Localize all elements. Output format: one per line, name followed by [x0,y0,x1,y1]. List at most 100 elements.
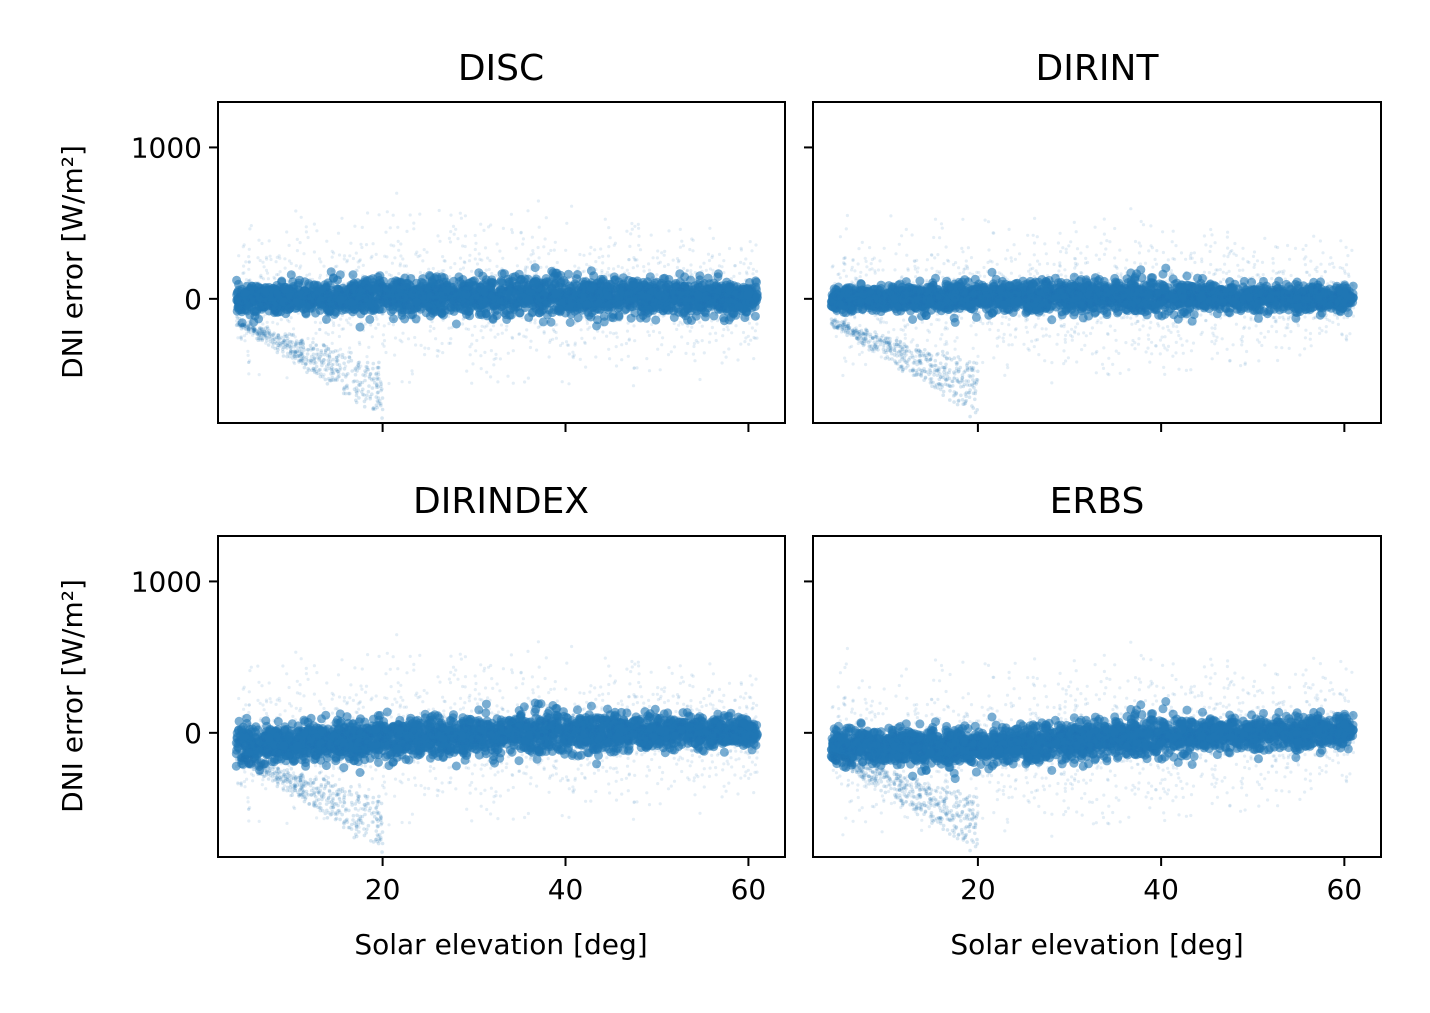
data-point [333,378,338,383]
data-point [676,287,680,291]
data-point [272,310,276,314]
data-point [637,294,641,298]
data-point [275,273,279,277]
data-point [412,297,422,307]
data-point [322,358,326,362]
data-point [470,342,474,346]
data-point [504,287,508,292]
data-point [328,378,333,383]
data-point [593,317,597,321]
data-point [585,319,589,323]
data-point [374,372,378,377]
data-point [494,352,498,356]
data-point [292,327,296,331]
data-point [398,262,402,266]
data-point [294,349,299,354]
data-point [240,288,250,298]
data-point [532,297,537,302]
data-point [582,269,586,273]
data-point [327,355,332,360]
data-point [331,357,336,362]
data-point [666,289,671,293]
data-point [555,280,559,285]
data-point [607,245,611,249]
data-point [247,260,251,264]
data-point [599,247,603,251]
data-point [660,343,664,347]
data-point [241,322,246,327]
data-point [506,317,511,321]
data-point [533,283,543,293]
data-point [506,310,516,320]
data-point [486,295,490,299]
data-point [298,344,303,349]
data-point [601,276,605,280]
data-point [319,349,324,353]
data-point [477,280,481,284]
data-point [256,256,260,260]
data-point [526,257,530,261]
data-point [540,307,544,311]
data-point [425,250,429,254]
data-point [298,358,303,362]
data-point [447,299,451,303]
data-point [246,327,251,331]
y-tick-label: 0 [184,283,202,316]
data-point [529,339,533,343]
data-point [535,290,539,295]
data-point [664,305,674,315]
data-point [567,311,571,315]
data-point [240,322,245,327]
data-point [629,232,633,236]
data-point [299,287,303,291]
data-point [496,316,500,320]
data-point [620,358,624,362]
data-point [247,360,251,364]
data-point [302,284,306,288]
data-point [331,321,336,325]
data-point [588,282,592,286]
data-point [342,387,346,392]
data-point [337,363,342,367]
data-point [242,334,247,338]
data-point [247,360,251,364]
data-point [331,371,335,376]
data-point [546,320,550,324]
data-point [321,314,331,324]
data-point [249,283,253,287]
data-point [294,341,298,345]
data-point [510,315,514,319]
data-point [667,278,671,282]
data-point [326,347,331,352]
data-point [575,269,579,273]
data-point [493,310,497,314]
data-point [262,333,267,337]
data-point [717,252,722,256]
data-point [750,249,754,253]
data-point [338,347,343,351]
data-point [635,276,640,280]
data-point [276,343,280,348]
data-point [326,294,330,298]
data-point [293,352,298,357]
data-point [269,257,273,262]
data-point [742,262,746,266]
data-point [612,306,616,311]
data-point [408,297,412,301]
data-point [547,355,551,359]
data-point [246,325,250,330]
data-point [349,291,353,295]
data-point [376,385,380,389]
data-point [755,269,759,273]
data-point [418,291,428,301]
data-point [354,389,359,394]
data-point [696,340,700,344]
data-point [688,247,692,252]
data-point [428,277,432,281]
data-point [501,284,505,288]
data-point [233,294,243,304]
data-point [463,261,467,265]
data-point [691,296,696,300]
data-point [515,276,525,286]
data-point [374,395,379,399]
